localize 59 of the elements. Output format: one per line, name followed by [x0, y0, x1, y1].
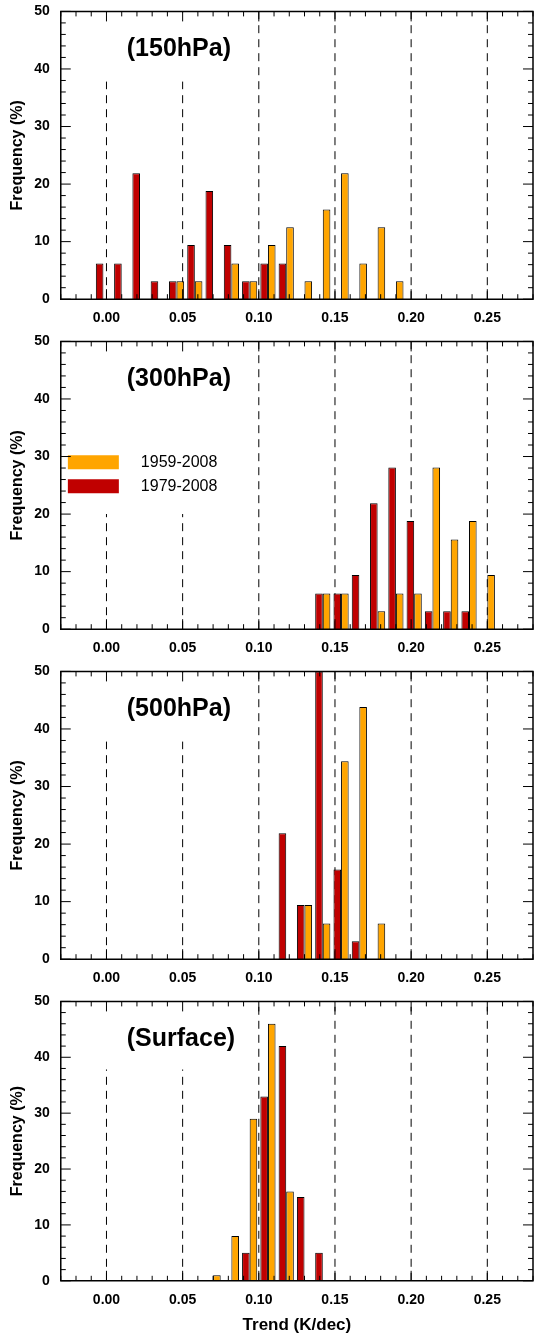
x-tick-label: 0.00 [92, 639, 121, 656]
y-tick-label: 40 [34, 1048, 50, 1065]
x-tick-label: 0.20 [397, 1291, 425, 1308]
y-tick-label: 10 [34, 892, 50, 909]
y-tick-label: 20 [34, 834, 50, 851]
x-tick-label: 0.10 [245, 969, 273, 986]
x-tick-label: 0.15 [321, 309, 349, 326]
x-tick-label: 0.05 [169, 1291, 197, 1308]
y-tick-label: 50 [34, 2, 50, 19]
y-tick-label: 0 [41, 620, 50, 637]
x-tick-label: 0.25 [473, 1291, 502, 1308]
x-tick-label: 0.25 [473, 969, 502, 986]
legend-label: 1959-2008 [140, 452, 218, 470]
text: (150hPa) [126, 33, 231, 62]
y-tick-label: 40 [34, 719, 50, 736]
y-tick-label: 30 [34, 777, 50, 794]
y-tick-label: 10 [34, 562, 50, 579]
y-tick-label: 10 [34, 1215, 50, 1232]
y-axis-title: Frequency (%) [8, 1085, 26, 1197]
x-tick-label: 0.05 [169, 639, 197, 656]
x-tick-label: 0.05 [169, 309, 197, 326]
x-tick-label: 0.00 [92, 309, 121, 326]
x-tick-label: 0.20 [397, 639, 425, 656]
y-tick-label: 30 [34, 1104, 50, 1121]
y-axis-title: Frequency (%) [8, 100, 26, 211]
x-axis-title: Trend (K/dec) [242, 1315, 352, 1335]
text: (300hPa) [126, 363, 231, 392]
x-tick-label: 0.00 [92, 1291, 121, 1308]
text: (Surface) [126, 1023, 236, 1052]
x-tick-label: 0.15 [321, 969, 349, 986]
x-tick-label: 0.10 [245, 1291, 273, 1308]
x-tick-label: 0.10 [245, 639, 273, 656]
x-tick-label: 0.15 [321, 639, 349, 656]
y-tick-label: 0 [41, 290, 50, 307]
x-tick-label: 0.15 [321, 1291, 349, 1308]
y-tick-label: 10 [34, 232, 50, 249]
legend-label: 1979-2008 [140, 476, 218, 494]
x-tick-label: 0.20 [397, 969, 425, 986]
x-tick-label: 0.05 [169, 969, 197, 986]
y-axis-title: Frequency (%) [8, 760, 26, 871]
y-tick-label: 30 [34, 447, 50, 464]
y-tick-label: 20 [34, 174, 50, 191]
y-tick-label: 0 [41, 950, 50, 967]
x-tick-label: 0.10 [245, 309, 273, 326]
y-axis-title: Frequency (%) [8, 430, 26, 541]
x-tick-label: 0.25 [473, 309, 502, 326]
text: (500hPa) [126, 693, 231, 722]
y-tick-label: 0 [41, 1271, 50, 1288]
y-tick-label: 40 [34, 389, 50, 406]
y-tick-label: 30 [34, 117, 50, 134]
x-tick-label: 0.25 [473, 639, 502, 656]
y-tick-label: 50 [34, 662, 50, 679]
x-tick-label: 0.20 [397, 309, 425, 326]
y-tick-label: 50 [34, 992, 50, 1009]
y-tick-label: 50 [34, 332, 50, 349]
x-tick-label: 0.00 [92, 969, 121, 986]
y-tick-label: 40 [34, 59, 50, 76]
y-tick-label: 20 [34, 1159, 50, 1176]
y-tick-label: 20 [34, 504, 50, 521]
